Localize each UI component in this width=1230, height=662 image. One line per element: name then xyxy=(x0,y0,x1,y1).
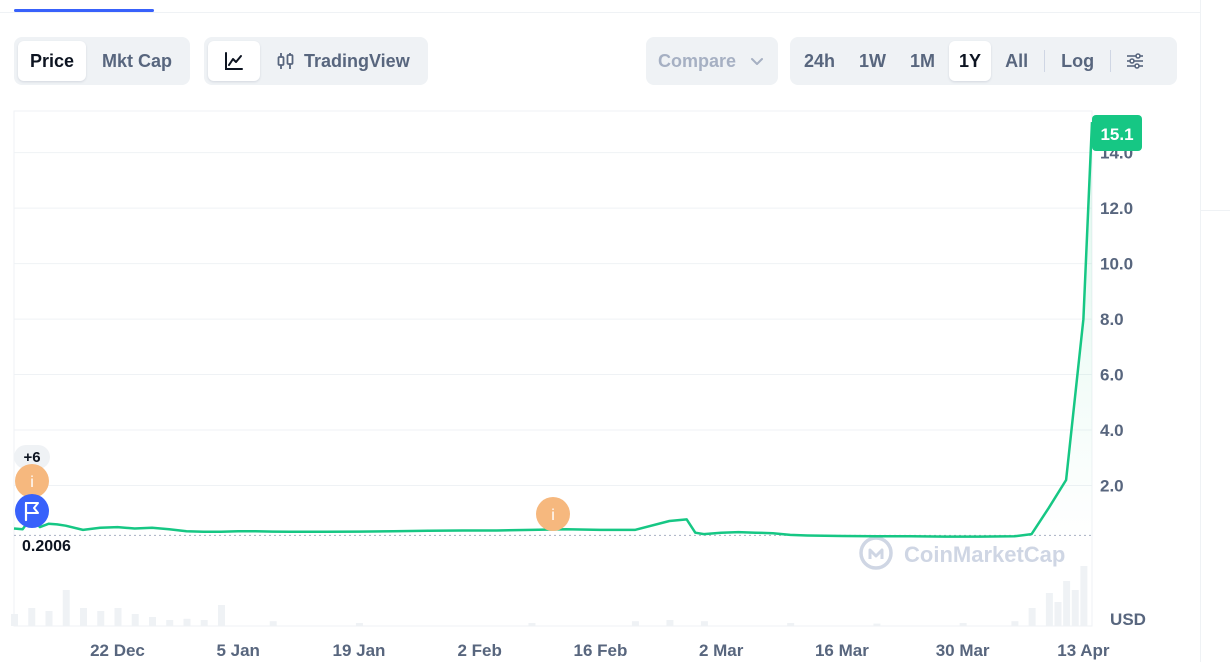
y-tick-label: 2.0 xyxy=(1100,477,1124,496)
volume-bar xyxy=(666,620,674,626)
sliders-icon xyxy=(1127,53,1144,69)
y-tick-label: 6.0 xyxy=(1100,366,1124,385)
tab-underline xyxy=(0,12,1200,13)
volume-bar xyxy=(355,623,363,626)
chart-settings-button[interactable] xyxy=(1117,41,1153,81)
price-mktcap-toggle: Price Mkt Cap xyxy=(14,37,190,85)
volume-bar xyxy=(528,623,536,626)
price-line xyxy=(13,122,1094,538)
price-chart[interactable]: CoinMarketCap 2.0 4.0 6.0 8.0 10.0 12.0 14.0 22… xyxy=(0,100,1200,662)
range-separator xyxy=(1044,50,1046,72)
chevron-down-icon xyxy=(751,58,763,65)
volume-bar xyxy=(114,608,122,626)
watermark-text: CoinMarketCap xyxy=(904,542,1065,567)
volume-bar xyxy=(148,617,156,626)
volume-bar xyxy=(131,614,139,626)
current-price-label: 15.1 xyxy=(1100,125,1133,144)
range-1m[interactable]: 1M xyxy=(910,50,936,71)
line-chart-button[interactable] xyxy=(208,41,260,81)
volume-bar xyxy=(1028,608,1036,626)
range-1w[interactable]: 1W xyxy=(859,50,887,71)
x-tick-label: 16 Mar xyxy=(815,641,869,660)
event-marker-text-1: i xyxy=(30,474,34,491)
volume-bar xyxy=(183,618,191,626)
range-all[interactable]: All xyxy=(1005,50,1029,71)
volume-bar xyxy=(700,621,708,626)
tradingview-button[interactable]: TradingView xyxy=(264,41,422,81)
price-area xyxy=(14,122,1092,541)
volume-bar xyxy=(959,623,967,626)
time-range-toggle: 24h 1W 1M 1Y All Log xyxy=(790,37,1177,85)
y-tick-label: 4.0 xyxy=(1100,421,1124,440)
event-marker-info-2[interactable]: i xyxy=(536,497,570,531)
event-marker-text-2: i xyxy=(551,507,555,524)
compare-label: Compare xyxy=(658,50,737,71)
range-1y[interactable]: 1Y xyxy=(949,41,992,81)
flag-icon xyxy=(24,501,39,522)
watermark: CoinMarketCap xyxy=(859,536,1065,570)
volume-layer xyxy=(11,566,1088,626)
panel-divider-horizontal xyxy=(1201,210,1230,211)
x-tick-label: 2 Feb xyxy=(457,641,501,660)
tradingview-label: TradingView xyxy=(304,50,410,71)
volume-bar xyxy=(97,611,105,626)
volume-bar xyxy=(1063,581,1071,626)
volume-bar xyxy=(1045,593,1053,626)
volume-bar xyxy=(269,621,277,626)
event-marker-flag[interactable] xyxy=(15,494,49,528)
x-tick-label: 2 Mar xyxy=(699,641,744,660)
tab-price[interactable]: Price xyxy=(18,41,87,81)
y-tick-label: 10.0 xyxy=(1100,255,1133,274)
volume-bar xyxy=(217,605,225,626)
volume-bar xyxy=(631,621,639,626)
tab-mkt-cap[interactable]: Mkt Cap xyxy=(102,50,173,71)
volume-bar xyxy=(200,620,208,626)
compare-dropdown[interactable]: Compare xyxy=(646,37,778,85)
log-scale-button[interactable]: Log xyxy=(1061,50,1095,71)
currency-label: USD xyxy=(1110,610,1146,629)
current-price-tag: 15.1 xyxy=(1092,115,1142,151)
x-tick-label: 16 Feb xyxy=(574,641,628,660)
y-tick-label: 12.0 xyxy=(1100,199,1133,218)
volume-bar xyxy=(1054,602,1062,626)
price-chart-svg[interactable]: CoinMarketCap 2.04.06.08.010.012.014.022… xyxy=(0,100,1200,662)
active-tab-indicator xyxy=(14,9,154,12)
start-price-label: 0.2006 xyxy=(22,538,71,555)
volume-bar xyxy=(1071,590,1079,626)
x-tick-label: 30 Mar xyxy=(936,641,990,660)
series-layer xyxy=(13,122,1094,541)
volume-bar xyxy=(62,590,70,626)
volume-bar xyxy=(166,620,174,626)
range-separator-2 xyxy=(1110,50,1112,72)
volume-bar xyxy=(787,623,795,626)
volume-bar xyxy=(873,623,881,626)
y-tick-label: 8.0 xyxy=(1100,310,1124,329)
chart-type-toggle: TradingView xyxy=(204,37,428,85)
events-more-badge[interactable]: +6 xyxy=(14,445,50,469)
volume-bar xyxy=(1080,566,1088,626)
x-tick-label: 13 Apr xyxy=(1057,641,1110,660)
x-tick-label: 22 Dec xyxy=(90,641,145,660)
x-tick-label: 19 Jan xyxy=(332,641,385,660)
axis-layer: 2.04.06.08.010.012.014.022 Dec 5 Jan 19 Ja… xyxy=(90,144,1133,660)
volume-bar xyxy=(45,611,53,626)
candlestick-icon xyxy=(277,53,294,69)
volume-bar xyxy=(11,614,18,626)
x-tick-label: 5 Jan xyxy=(216,641,259,660)
events-more-label: +6 xyxy=(23,449,40,466)
event-marker-info-1[interactable]: i xyxy=(15,464,49,498)
panel-divider xyxy=(1200,0,1201,662)
line-chart-icon xyxy=(225,52,243,70)
volume-bar xyxy=(79,608,87,626)
volume-bar xyxy=(28,608,36,626)
range-24h[interactable]: 24h xyxy=(804,50,836,71)
volume-bar xyxy=(1011,621,1019,626)
